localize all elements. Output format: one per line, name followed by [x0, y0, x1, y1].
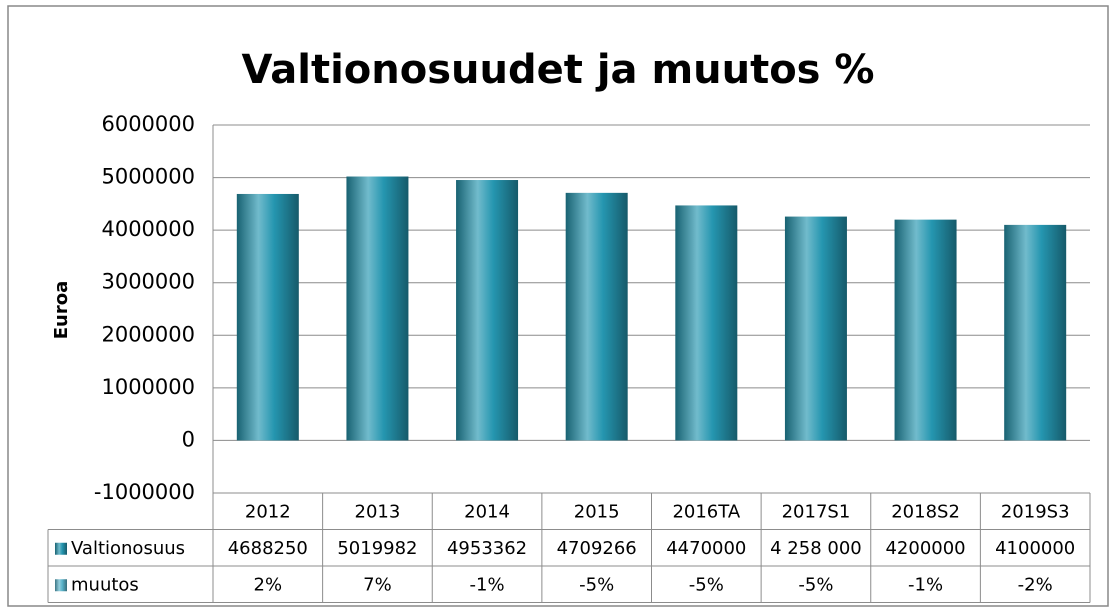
- table-value: -1%: [470, 574, 505, 595]
- legend-key: [55, 579, 67, 592]
- table-value: 4709266: [557, 538, 637, 559]
- table-value: 4688250: [228, 538, 308, 559]
- x-tick-label: 2013: [355, 501, 401, 522]
- x-tick-label: 2019S3: [1001, 501, 1070, 522]
- bar: [1004, 224, 1067, 441]
- table-value: 4470000: [666, 538, 746, 559]
- table-value: -5%: [798, 574, 833, 595]
- legend-key: [55, 542, 67, 555]
- legend-label: muutos: [71, 574, 139, 595]
- bar: [784, 216, 847, 441]
- y-tick-label: 6000000: [101, 112, 195, 136]
- bar: [456, 180, 519, 441]
- bar: [565, 192, 628, 441]
- x-tick-label: 2014: [464, 501, 510, 522]
- table-value: 4200000: [885, 538, 965, 559]
- y-tick-label: 0: [182, 427, 195, 451]
- bar: [894, 219, 957, 441]
- x-tick-label: 2017S1: [782, 501, 851, 522]
- table-value: 2%: [254, 574, 283, 595]
- table-value: 7%: [363, 574, 392, 595]
- y-tick-label: 3000000: [101, 270, 195, 294]
- y-tick-label: 1000000: [101, 375, 195, 399]
- bar: [236, 193, 299, 441]
- y-tick-label: -1000000: [94, 480, 195, 504]
- bar: [675, 205, 738, 441]
- x-tick-label: 2018S2: [891, 501, 960, 522]
- y-tick-label: 5000000: [101, 165, 195, 189]
- bar: [346, 176, 409, 441]
- table-value: 4953362: [447, 538, 527, 559]
- table-value: -5%: [579, 574, 614, 595]
- x-tick-label: 2016TA: [672, 501, 740, 522]
- table-value: 4100000: [995, 538, 1075, 559]
- table-value: 5019982: [337, 538, 417, 559]
- x-tick-label: 2012: [245, 501, 291, 522]
- legend-label: Valtionosuus: [71, 538, 185, 559]
- table-value: 4 258 000: [770, 538, 862, 559]
- table-value: -5%: [689, 574, 724, 595]
- table-value: -1%: [908, 574, 943, 595]
- y-tick-label: 4000000: [101, 217, 195, 241]
- y-tick-label: 2000000: [101, 322, 195, 346]
- chart-title: Valtionosuudet ja muutos %: [242, 47, 875, 93]
- table-value: -2%: [1018, 574, 1053, 595]
- x-tick-label: 2015: [574, 501, 620, 522]
- y-axis-label: Euroa: [51, 281, 72, 340]
